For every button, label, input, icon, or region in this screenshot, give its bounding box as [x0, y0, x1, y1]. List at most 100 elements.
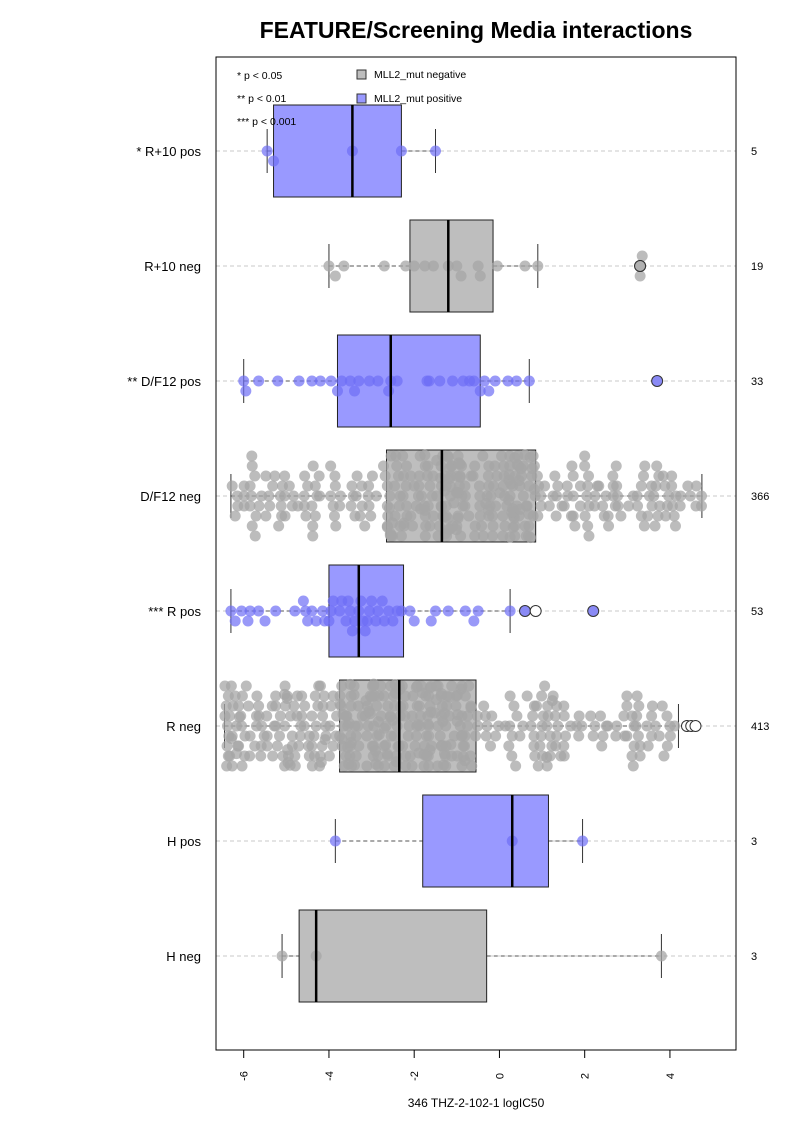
- data-point: [611, 720, 623, 732]
- data-point: [309, 690, 321, 702]
- data-point: [370, 490, 382, 502]
- data-point: [635, 510, 647, 522]
- data-point: [221, 760, 233, 772]
- data-point: [395, 145, 407, 157]
- data-point: [399, 690, 411, 702]
- data-point: [229, 510, 241, 522]
- data-point: [442, 512, 454, 524]
- category-label: H neg: [166, 949, 201, 964]
- data-point: [472, 260, 484, 272]
- data-point: [579, 460, 591, 472]
- data-point: [474, 385, 486, 397]
- data-point: [302, 740, 314, 752]
- category-label: R neg: [166, 719, 201, 734]
- x-axis: -6 -4 -2 0 2 4: [239, 1049, 677, 1081]
- data-point: [582, 520, 594, 532]
- data-point: [275, 500, 287, 512]
- data-point: [406, 520, 418, 532]
- data-point: [344, 605, 356, 617]
- data-point: [597, 730, 609, 742]
- data-point: [253, 605, 265, 617]
- data-point: [256, 720, 268, 732]
- data-point: [325, 490, 337, 502]
- data-point: [264, 500, 276, 512]
- data-point: [532, 760, 544, 772]
- data-point: [338, 260, 350, 272]
- data-point: [325, 375, 337, 387]
- data-point: [350, 490, 362, 502]
- x-axis-title: 346 THZ-2-102-1 logIC50: [408, 1096, 545, 1110]
- data-point: [403, 720, 415, 732]
- group-count-label: 366: [751, 491, 769, 503]
- data-point: [427, 260, 439, 272]
- data-point: [487, 530, 499, 542]
- data-point: [483, 385, 495, 397]
- data-point: [583, 530, 595, 542]
- data-point: [270, 720, 282, 732]
- data-point: [302, 480, 314, 492]
- data-point: [482, 504, 494, 516]
- data-point: [581, 490, 593, 502]
- data-point: [249, 740, 261, 752]
- data-point: [378, 260, 390, 272]
- data-point: [344, 678, 356, 690]
- data-point: [612, 490, 624, 502]
- data-point: [318, 690, 330, 702]
- data-point: [349, 759, 361, 771]
- data-point: [299, 470, 311, 482]
- data-point: [392, 740, 404, 752]
- data-point: [489, 460, 501, 472]
- data-point: [489, 375, 501, 387]
- data-point: [675, 490, 687, 502]
- data-point: [242, 700, 254, 712]
- data-point: [300, 510, 312, 522]
- data-point: [474, 510, 486, 522]
- data-point: [408, 260, 420, 272]
- data-point: [310, 615, 322, 627]
- data-point: [364, 708, 376, 720]
- data-point: [253, 375, 265, 387]
- data-point: [356, 500, 368, 512]
- data-point: [317, 710, 329, 722]
- data-point: [459, 500, 471, 512]
- data-point: [651, 460, 663, 472]
- data-point: [469, 460, 481, 472]
- data-point: [431, 454, 443, 466]
- data-point: [387, 615, 399, 627]
- data-point: [649, 520, 661, 532]
- category-label: * R+10 pos: [136, 144, 201, 159]
- data-point: [395, 530, 407, 542]
- data-point: [567, 470, 579, 482]
- data-point: [514, 730, 526, 742]
- data-point: [569, 520, 581, 532]
- data-point: [361, 760, 373, 772]
- data-point: [695, 500, 707, 512]
- data-point: [550, 510, 562, 522]
- category-label: ** D/F12 pos: [127, 374, 201, 389]
- data-point: [456, 729, 468, 741]
- data-point: [425, 615, 437, 627]
- data-point: [472, 605, 484, 617]
- data-point: [236, 720, 248, 732]
- data-point: [229, 615, 241, 627]
- data-point: [469, 530, 481, 542]
- data-point: [382, 700, 394, 712]
- x-tick-label: 4: [665, 1073, 677, 1079]
- data-point: [240, 680, 252, 692]
- data-point: [293, 740, 305, 752]
- data-point: [445, 739, 457, 751]
- data-point: [523, 375, 535, 387]
- data-point: [395, 701, 407, 713]
- data-point: [368, 678, 380, 690]
- data-point: [598, 510, 610, 522]
- data-point: [404, 605, 416, 617]
- data-point: [253, 500, 265, 512]
- data-point: [541, 751, 553, 763]
- data-point: [638, 520, 650, 532]
- data-point: [296, 690, 308, 702]
- data-point: [230, 748, 242, 760]
- data-point: [384, 711, 396, 723]
- data-point: [298, 490, 310, 502]
- data-point: [423, 730, 435, 742]
- data-point: [394, 490, 406, 502]
